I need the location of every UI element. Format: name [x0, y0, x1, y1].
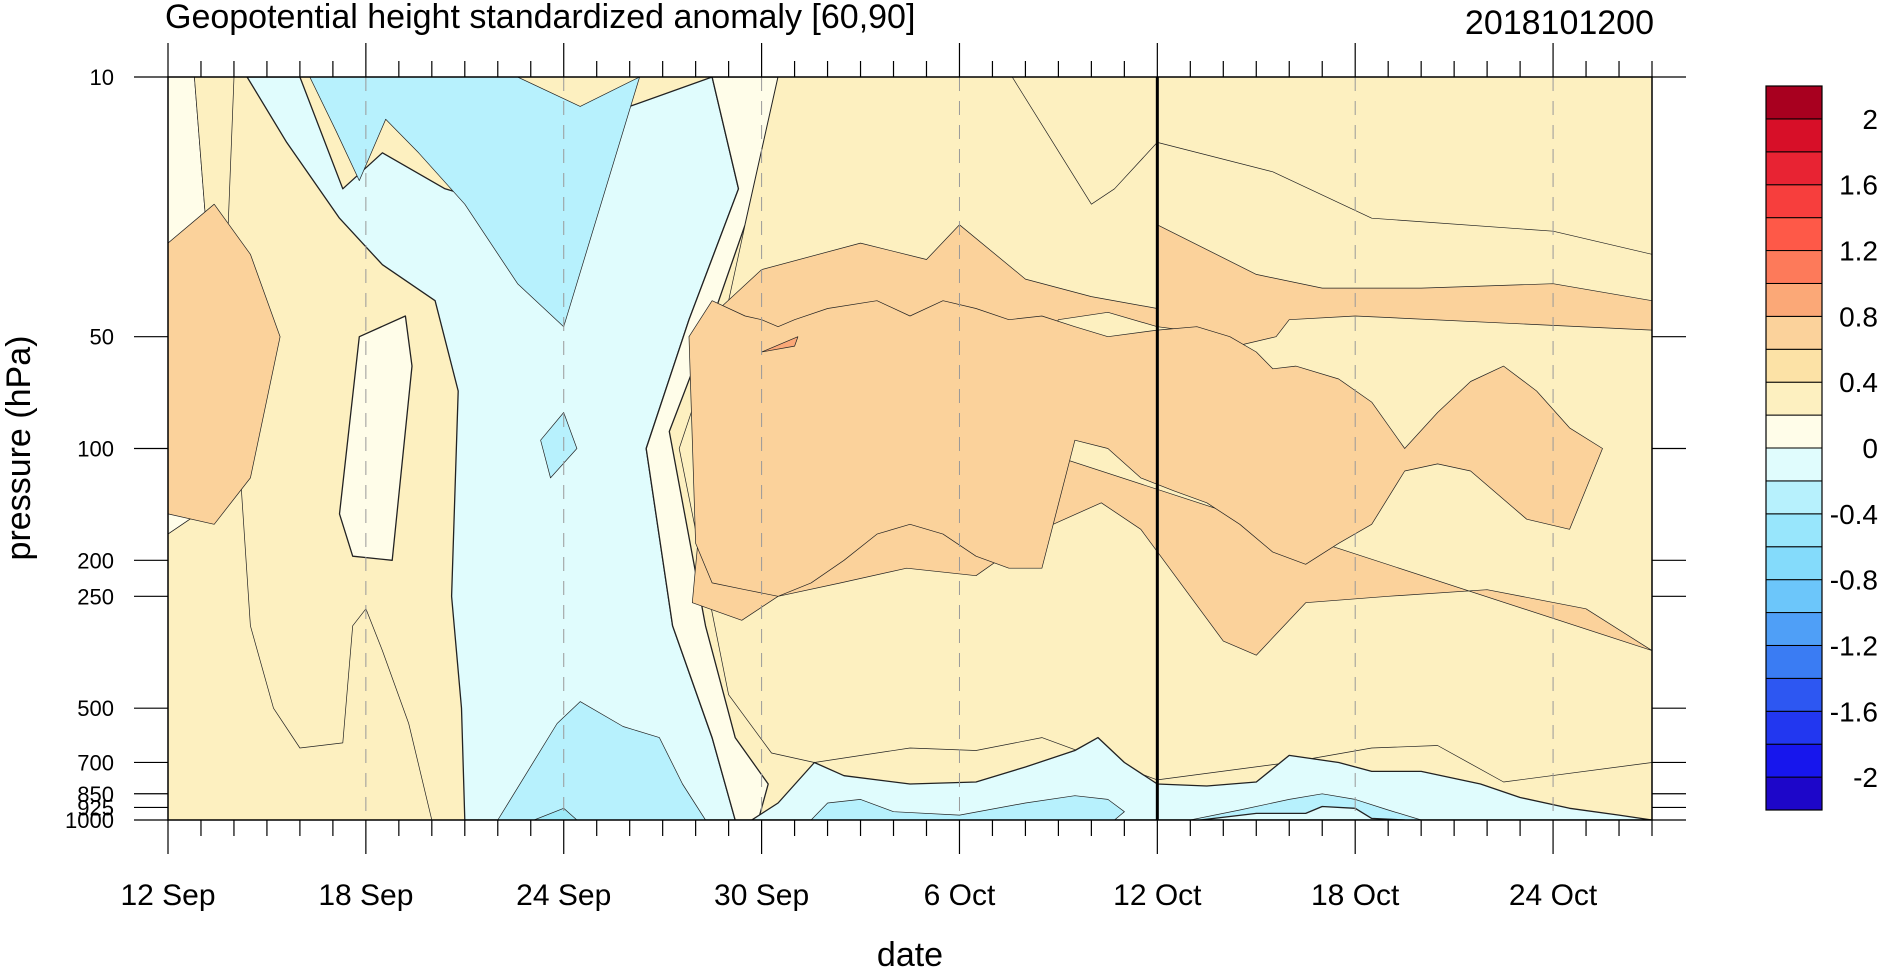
- colorbar-box: [1765, 381, 1823, 416]
- colorbar-box: [1765, 151, 1823, 186]
- colorbar-box: [1765, 315, 1823, 350]
- colorbar-box: [1765, 184, 1823, 219]
- colorbar-box: [1765, 414, 1823, 449]
- colorbar-box: [1765, 217, 1823, 252]
- x-tick-label: 18 Sep: [318, 879, 413, 912]
- colorbar-label: -2: [1853, 762, 1878, 793]
- y-axis-label: pressure (hPa): [0, 336, 38, 561]
- contour-region: [309, 77, 640, 328]
- x-axis-label: date: [877, 936, 943, 969]
- x-tick-label: 12 Oct: [1113, 879, 1202, 912]
- plot-area: [167, 76, 1653, 821]
- y-tick-label: 100: [77, 437, 114, 462]
- y-tick-label: 50: [90, 325, 114, 350]
- colorbar-label: 0.8: [1839, 301, 1878, 332]
- colorbar-box: [1765, 612, 1823, 646]
- colorbar-label: -0.4: [1830, 499, 1878, 530]
- colorbar-label: 2: [1862, 104, 1878, 135]
- y-tick-label: 700: [77, 750, 114, 775]
- y-tick-label: 850: [77, 782, 114, 807]
- colorbar-box: [1765, 579, 1823, 614]
- colorbar-box: [1765, 348, 1823, 383]
- x-tick-label: 24 Sep: [516, 879, 611, 912]
- contour-region: [810, 795, 1125, 820]
- contour-region: [533, 807, 578, 820]
- colorbar-box: [1765, 282, 1823, 317]
- contour-region: [761, 336, 799, 353]
- colorbar-label: 1.2: [1839, 236, 1878, 267]
- colorbar-box: [1765, 480, 1823, 515]
- chart-title: Geopotential height standardized anomaly…: [165, 0, 915, 36]
- y-tick-label: 200: [77, 548, 114, 573]
- colorbar-label: 0.4: [1839, 367, 1878, 398]
- y-tick-label: 925: [77, 795, 114, 820]
- colorbar-box: [1765, 743, 1823, 778]
- x-tick-label: 18 Oct: [1311, 879, 1400, 912]
- colorbar-box: [1765, 447, 1823, 482]
- contour-region: [168, 203, 281, 525]
- colorbar-box: [1765, 513, 1823, 548]
- colorbar-label: 1.6: [1839, 170, 1878, 201]
- colorbar-frame: [1765, 85, 1823, 811]
- colorbar-label: -1.2: [1830, 630, 1878, 661]
- y-tick-label: 500: [77, 696, 114, 721]
- contour-region: [540, 412, 578, 479]
- colorbar-box: [1765, 85, 1823, 120]
- contour-region: [751, 736, 1652, 820]
- colorbar: -2 -1.6 -1.2 -0.8 -0.4 0 0.4 0.8 1.2 1.6 2: [1765, 85, 1878, 811]
- colorbar-box: [1765, 677, 1823, 712]
- x-tick-label: 30 Sep: [714, 879, 809, 912]
- colorbar-box: [1765, 546, 1823, 581]
- contour-region: [645, 77, 779, 820]
- x-tick-label: 12 Sep: [120, 879, 215, 912]
- colorbar-box: [1765, 250, 1823, 284]
- y-tick-label: 10: [90, 65, 114, 90]
- y-tick-label: 1000: [65, 808, 114, 833]
- x-tick-label: 24 Oct: [1509, 879, 1598, 912]
- colorbar-box: [1765, 118, 1823, 153]
- colorbar-box: [1765, 776, 1823, 811]
- colorbar-label: -0.8: [1830, 565, 1878, 596]
- colorbar-label: -1.6: [1830, 696, 1878, 727]
- y-tick-label: 250: [77, 584, 114, 609]
- colorbar-box: [1765, 644, 1823, 679]
- x-tick-label: 6 Oct: [924, 879, 996, 912]
- contour-region: [497, 701, 706, 820]
- chart-timestamp: 2018101200: [1465, 4, 1654, 42]
- colorbar-label: 0: [1862, 433, 1878, 464]
- x-axis: 12 Sep 18 Sep 24 Sep 30 Sep 6 Oct 12 Oct 18 Oc…: [120, 43, 1653, 912]
- contour-region: [338, 315, 413, 561]
- colorbar-box: [1765, 710, 1823, 745]
